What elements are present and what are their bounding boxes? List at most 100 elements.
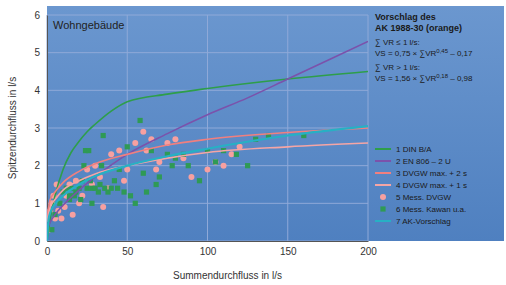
annotation-part: VS = 0,75 × ∑VR [375,49,437,58]
legend-label: 7 AK-Vorschlag [396,217,451,226]
y-tick: 5 [34,47,47,58]
y-tick: 2 [34,160,47,171]
data-point [170,163,175,168]
data-point [115,186,120,191]
y-tick: 3 [34,123,47,134]
data-point [221,163,227,169]
legend-label: 4 DVGW max. + 1 s [396,181,467,190]
legend-symbol [375,148,391,150]
data-point [116,148,122,154]
data-point [172,136,178,142]
data-point [58,215,64,221]
data-point [96,189,101,194]
data-point [89,201,94,206]
y-axis-title: Spitzendurchfluss in l/s [7,77,18,179]
data-point [213,159,218,164]
y-tick-label: 4 [34,85,40,96]
annotation-part: 0,18 [436,73,448,79]
data-point [101,133,106,138]
data-point [100,204,106,210]
x-tick: 100 [200,241,217,257]
annotation-text: VS = 0,75 × ∑VR0,45 – 0,17 [375,48,473,58]
legend-entry: 6 Mess. Kawan u.a. [380,205,466,214]
annotation-part: – 0,98 [448,74,473,83]
annotation-text: VS = 1,56 × ∑VR0,18 – 0,98 [375,73,473,83]
annotation-text: ∑ VR > 1 l/s: [375,63,420,72]
x-axis: 050100150200 [45,241,378,257]
legend-entry: 4 DVGW max. + 1 s [375,181,467,190]
y-grid-line [47,15,368,16]
y-axis: 0 1 2 3 4 5 6 [34,10,47,247]
data-point [154,182,159,187]
data-line [47,72,368,242]
legend-symbol [380,206,385,211]
y-tick: 4 [34,85,47,96]
annotation-text: ∑ VR ≤ 1 l/s: [375,38,420,47]
data-point [109,186,114,191]
x-grid-line [47,15,48,241]
y-tick-label: 5 [34,47,40,58]
legend-symbol [380,194,386,200]
legend-symbol [375,184,391,186]
data-point [157,174,162,179]
x-axis-line [48,241,369,242]
x-tick-label: 150 [280,246,297,257]
annotation-text: AK 1988-30 (orange) [375,23,462,33]
x-tick: 150 [280,241,297,257]
data-point [99,163,104,168]
legend: 1 DIN B/A 2 EN 806 – 2 U 3 DVGW max. + 2 s… [375,145,467,226]
annotation-text: Vorschlag des [375,12,436,22]
data-point [128,193,133,198]
legend-symbol [375,220,391,222]
data-point [125,144,130,149]
y-tick-label: 3 [34,123,40,134]
y-grid-line [47,52,368,53]
y-grid-line [47,128,368,129]
y-tick: 6 [34,10,47,21]
data-point [188,174,194,180]
data-point [144,189,149,194]
data-point [205,166,211,172]
plot-area [47,41,368,241]
x-tick: 0 [45,241,51,257]
y-tick-label: 0 [34,236,40,247]
annotation: Vorschlag desAK 1988-30 (orange) ∑ VR ≤ 1… [375,12,473,83]
y-tick-label: 6 [34,10,40,21]
data-line [47,126,368,241]
data-point [132,140,138,146]
annotation-part: 0,45 [436,48,448,54]
data-point [133,201,138,206]
data-point [49,227,54,232]
chart-title: Wohngebäude [53,19,124,31]
data-point [186,163,191,168]
legend-symbol [375,160,391,162]
annotation-part: – 0,17 [448,49,473,58]
data-point [78,197,83,202]
chart: 0501001502000123456WohngebäudeSummendurc… [0,0,506,285]
data-point [97,182,102,187]
y-tick: 1 [34,198,47,209]
data-point [70,212,76,218]
grid [47,15,368,241]
x-tick-label: 100 [200,246,217,257]
legend-entry: 1 DIN B/A [375,145,432,154]
data-point [140,129,146,135]
legend-label: 5 Mess. DVGW [396,193,452,202]
scatter-series [49,118,306,232]
data-point [153,166,159,172]
data-point [86,148,91,153]
legend-symbol [375,172,391,174]
legend-entry: 2 EN 806 – 2 U [375,157,451,166]
data-point [141,171,146,176]
legend-entry: 3 DVGW max. + 2 s [375,169,467,178]
data-point [121,178,127,184]
data-point [112,178,117,183]
data-line [47,143,368,222]
x-axis-title: Summendurchfluss in l/s [173,270,282,281]
legend-entry: 7 AK-Vorschlag [375,217,451,226]
data-point [121,189,126,194]
x-tick-label: 50 [122,246,134,257]
annotation-part: VS = 1,56 × ∑VR [375,74,437,83]
data-point [234,152,239,157]
y-grid-line [47,90,368,91]
